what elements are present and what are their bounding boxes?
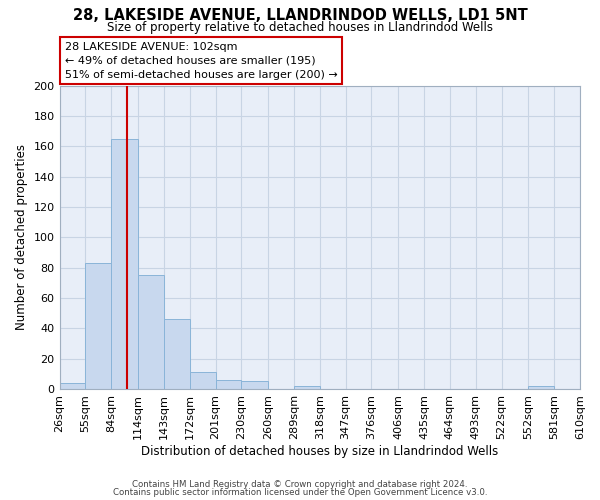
- X-axis label: Distribution of detached houses by size in Llandrindod Wells: Distribution of detached houses by size …: [141, 444, 499, 458]
- Bar: [59, 383, 85, 389]
- Bar: [85, 263, 111, 389]
- Bar: [190, 372, 215, 389]
- Bar: [111, 139, 138, 389]
- Text: 28, LAKESIDE AVENUE, LLANDRINDOD WELLS, LD1 5NT: 28, LAKESIDE AVENUE, LLANDRINDOD WELLS, …: [73, 8, 527, 22]
- Bar: [215, 380, 241, 389]
- Bar: [294, 386, 320, 389]
- Bar: [529, 386, 554, 389]
- Bar: [138, 275, 164, 389]
- Y-axis label: Number of detached properties: Number of detached properties: [15, 144, 28, 330]
- Text: Size of property relative to detached houses in Llandrindod Wells: Size of property relative to detached ho…: [107, 21, 493, 34]
- Text: Contains public sector information licensed under the Open Government Licence v3: Contains public sector information licen…: [113, 488, 487, 497]
- Text: 28 LAKESIDE AVENUE: 102sqm
← 49% of detached houses are smaller (195)
51% of sem: 28 LAKESIDE AVENUE: 102sqm ← 49% of deta…: [65, 42, 337, 80]
- Bar: [241, 382, 268, 389]
- Text: Contains HM Land Registry data © Crown copyright and database right 2024.: Contains HM Land Registry data © Crown c…: [132, 480, 468, 489]
- Bar: [164, 319, 190, 389]
